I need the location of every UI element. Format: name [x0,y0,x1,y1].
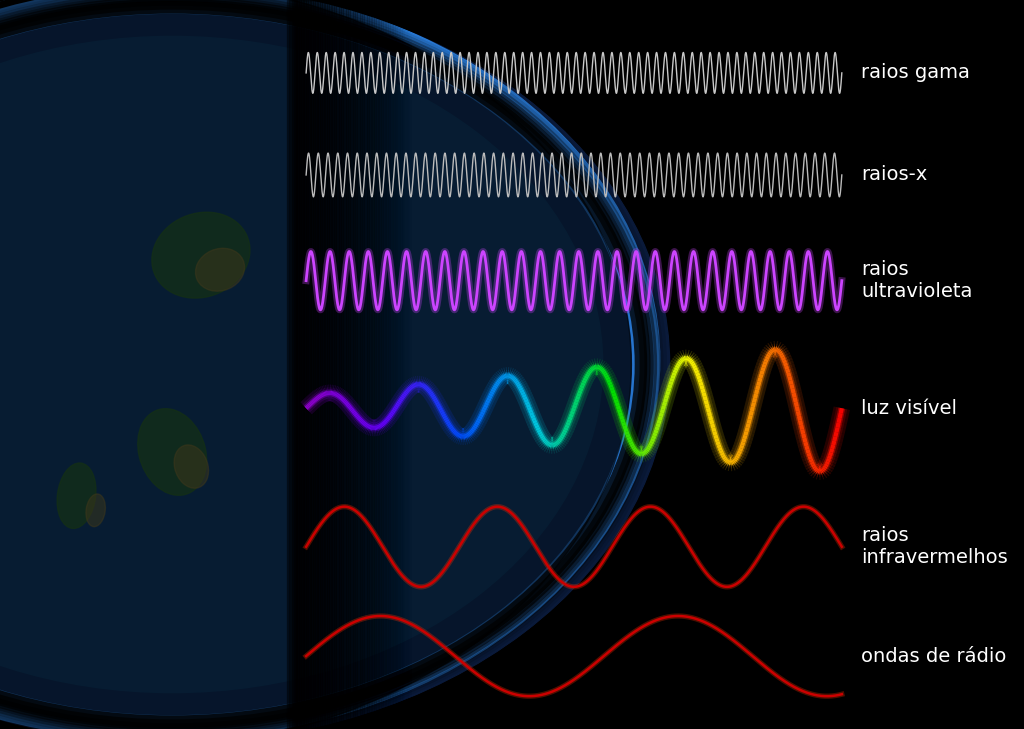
Bar [308,0,317,729]
Circle shape [0,166,424,558]
Bar [401,0,412,729]
Bar [329,0,339,729]
Text: raios gama: raios gama [861,63,970,82]
Bar [301,0,310,729]
Bar [294,0,303,729]
Bar [303,0,313,729]
Ellipse shape [86,494,105,526]
Bar [315,0,325,729]
Bar [290,0,299,729]
Circle shape [0,153,441,572]
Circle shape [137,338,206,391]
Bar [341,0,350,729]
Text: ondas de rádio: ondas de rádio [861,647,1007,666]
Bar [348,0,357,729]
Bar [296,0,306,729]
Bar [332,0,341,729]
Bar [350,0,359,729]
Bar [334,0,343,729]
Bar [361,0,372,729]
Circle shape [0,0,670,729]
Circle shape [0,47,575,675]
Bar [378,0,388,729]
Bar [359,0,370,729]
Text: raios
infravermelhos: raios infravermelhos [861,526,1008,567]
Circle shape [0,0,659,729]
Bar [365,0,374,729]
Circle shape [0,34,593,688]
Circle shape [0,61,559,662]
Bar [312,0,323,729]
Bar [383,0,392,729]
Bar [397,0,407,729]
Circle shape [0,15,632,714]
Circle shape [50,272,290,455]
Bar [388,0,397,729]
Text: raios-x: raios-x [861,165,927,184]
Circle shape [0,0,670,729]
Circle shape [0,140,458,585]
Bar [339,0,348,729]
Bar [299,0,308,729]
Bar [345,0,355,729]
Bar [357,0,367,729]
Circle shape [0,233,340,494]
Circle shape [0,193,391,533]
Circle shape [0,114,492,610]
Circle shape [14,246,324,481]
Bar [390,0,399,729]
Ellipse shape [152,212,250,298]
Bar [325,0,334,729]
Bar [367,0,376,729]
Bar [327,0,336,729]
Ellipse shape [57,463,96,529]
Circle shape [0,0,643,727]
Ellipse shape [174,445,209,488]
Bar [319,0,330,729]
Circle shape [0,0,650,729]
Ellipse shape [138,409,207,495]
Bar [369,0,379,729]
Ellipse shape [196,249,245,291]
Circle shape [85,298,256,429]
Circle shape [0,179,408,546]
Circle shape [0,74,542,650]
Bar [374,0,383,729]
Bar [392,0,402,729]
Circle shape [32,259,306,468]
Circle shape [0,0,632,729]
Bar [323,0,332,729]
Bar [399,0,409,729]
Text: luz visível: luz visível [861,399,957,418]
Bar [317,0,327,729]
Circle shape [0,8,626,714]
Bar [287,0,297,729]
Bar [306,0,315,729]
Circle shape [120,325,222,403]
Circle shape [0,127,475,598]
Circle shape [0,36,603,693]
Bar [372,0,381,729]
Bar [381,0,390,729]
Circle shape [0,87,525,636]
Text: raios
ultravioleta: raios ultravioleta [861,260,973,301]
Circle shape [0,219,357,507]
Circle shape [0,21,609,701]
Bar [394,0,404,729]
Circle shape [0,206,374,520]
Circle shape [102,312,240,416]
Bar [355,0,365,729]
Bar [292,0,301,729]
Bar [336,0,346,729]
Circle shape [0,101,508,623]
Bar [310,0,319,729]
Bar [343,0,353,729]
Bar [352,0,362,729]
Bar [385,0,395,729]
Circle shape [68,285,273,443]
Bar [376,0,386,729]
Circle shape [155,351,189,378]
